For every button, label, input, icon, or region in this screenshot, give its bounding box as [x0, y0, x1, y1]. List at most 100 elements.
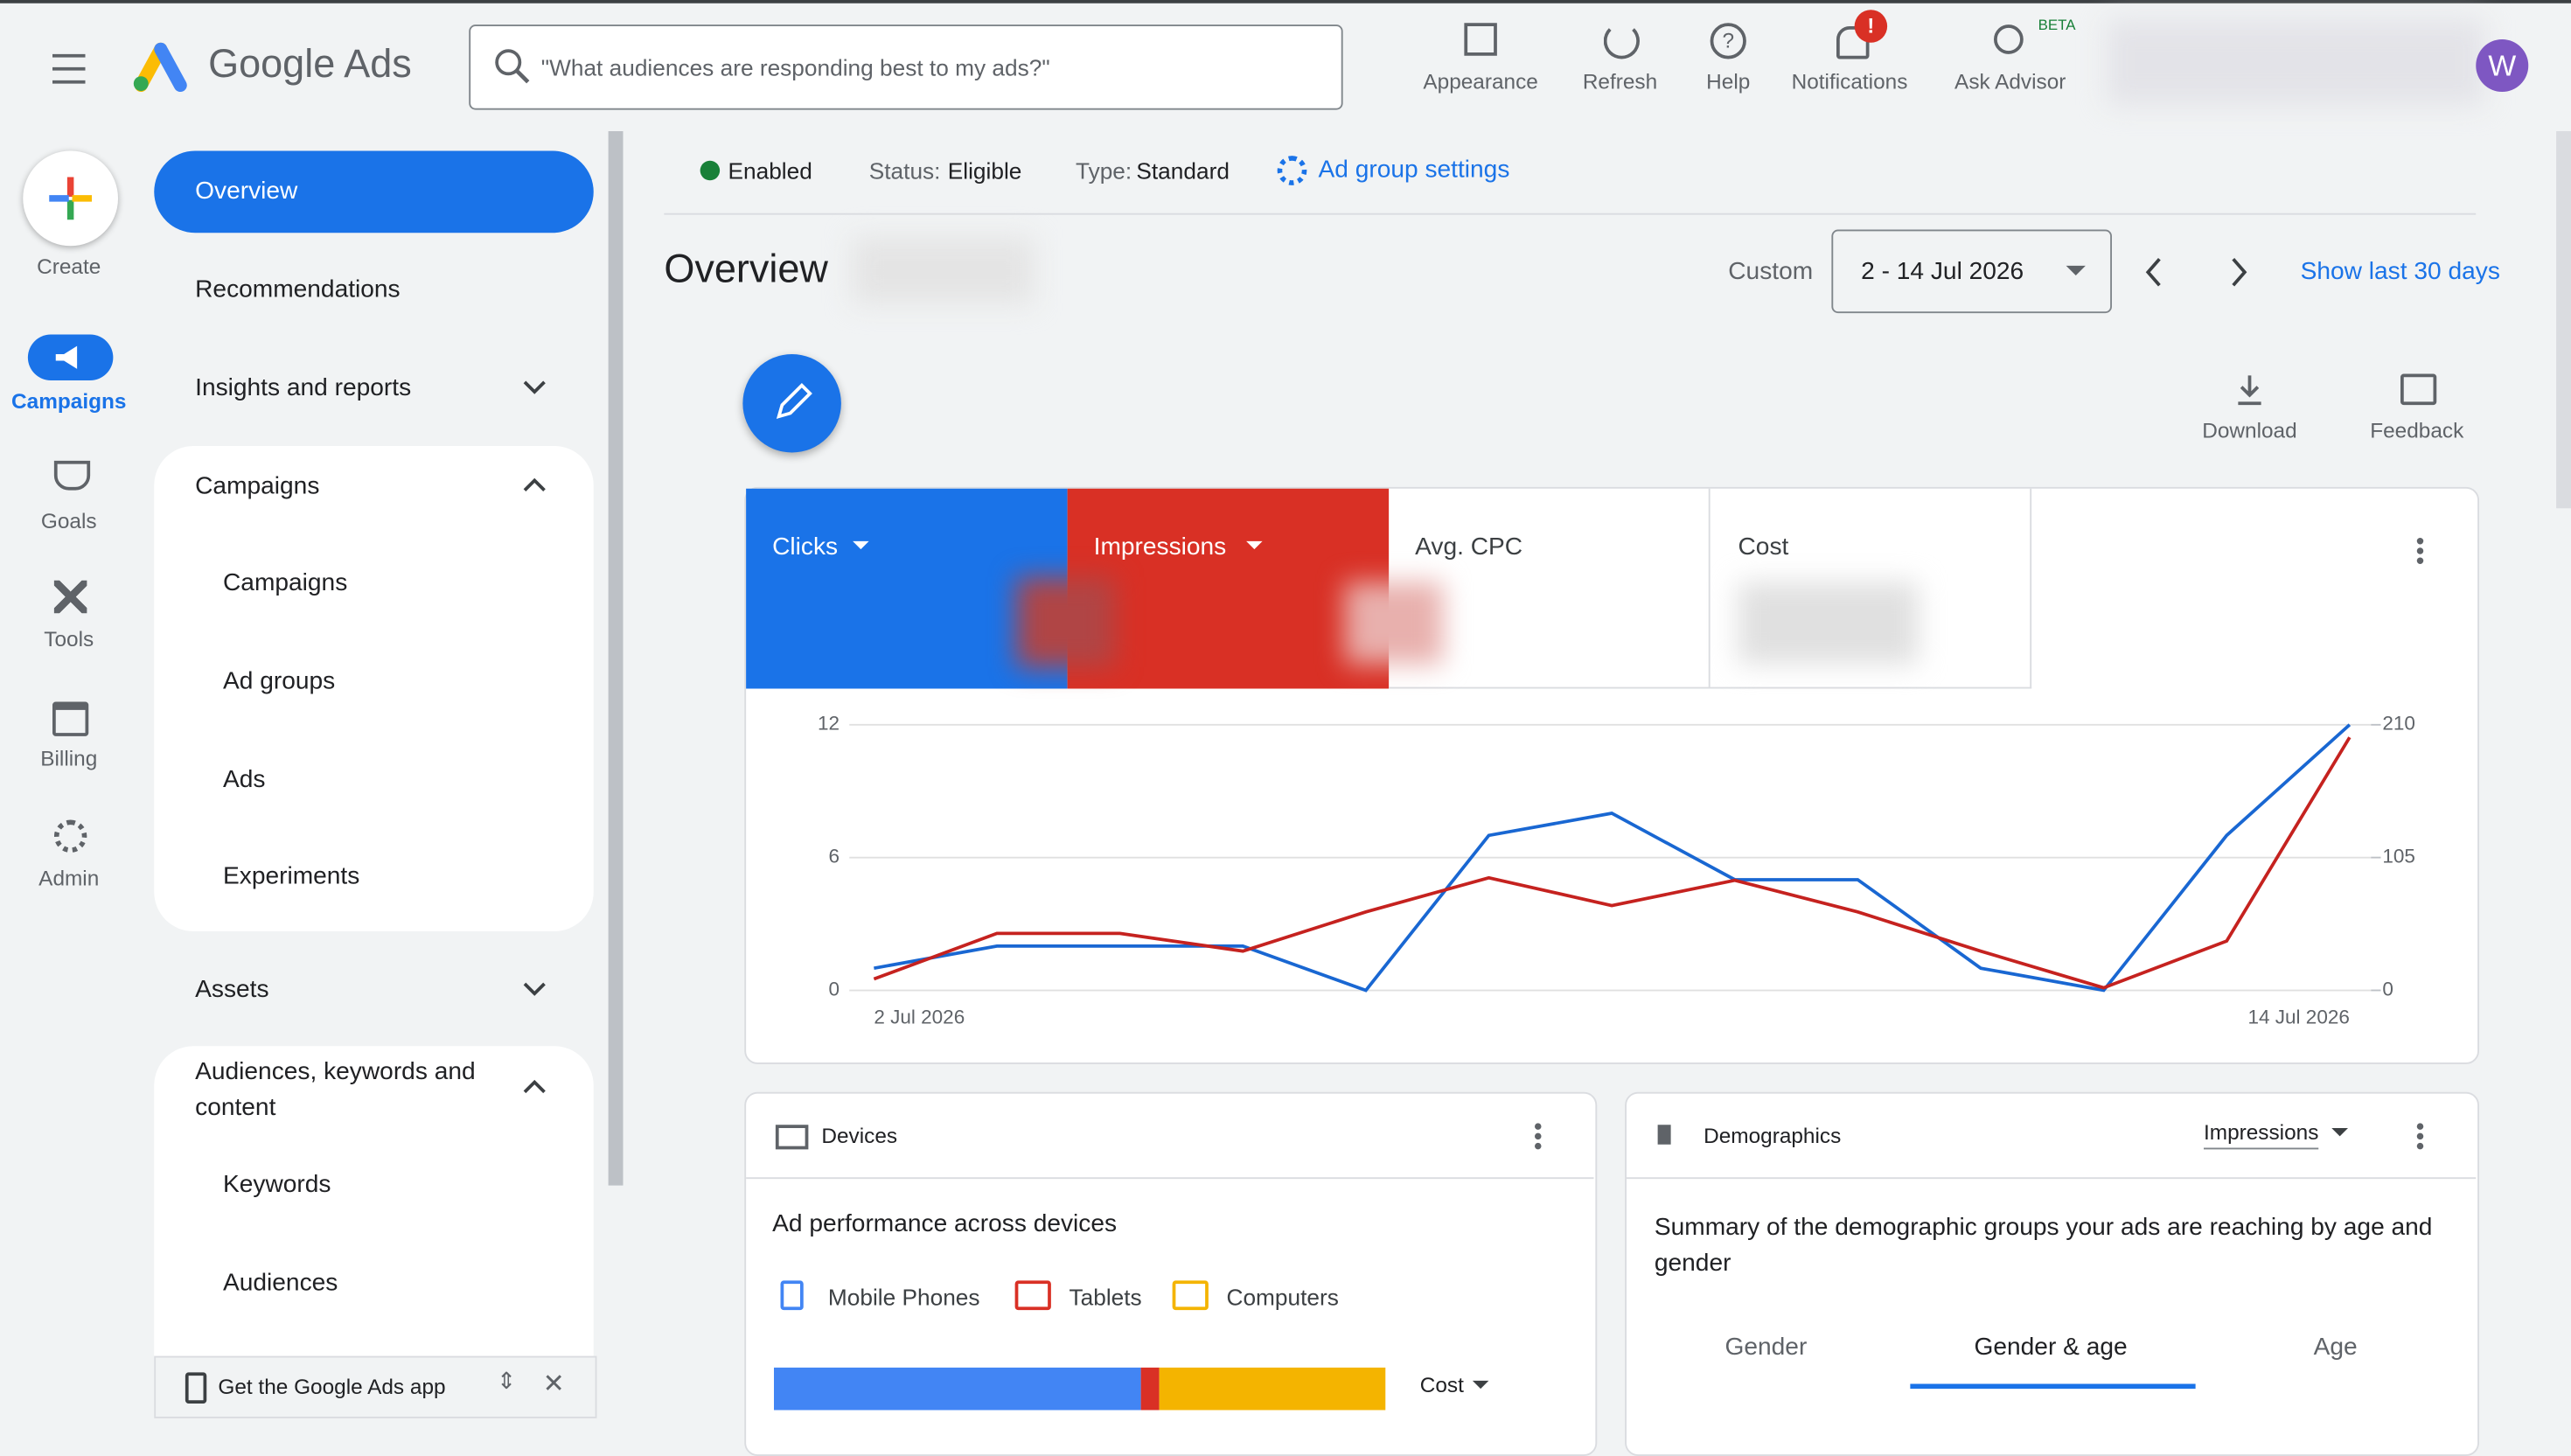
blurred-metric: [1344, 582, 1443, 665]
advisor-icon: [1994, 24, 2024, 54]
notifications[interactable]: Notifications: [1791, 68, 1908, 94]
bell-icon: [1836, 26, 1870, 59]
demographics-title: Demographics: [1704, 1123, 1842, 1148]
help[interactable]: Help: [1706, 68, 1751, 94]
show-last[interactable]: Show last 30 days: [2300, 257, 2500, 286]
rail-item[interactable]: Goals: [40, 508, 97, 533]
appearance[interactable]: Appearance: [1423, 68, 1538, 94]
refresh[interactable]: Refresh: [1582, 68, 1658, 94]
demo-tab[interactable]: Age: [2313, 1333, 2358, 1362]
y2-tick-label: 105: [2382, 846, 2415, 867]
device-share: [1159, 1367, 1386, 1411]
chevron: [523, 1079, 546, 1094]
logo: [133, 42, 187, 92]
metric-label[interactable]: Avg. CPC: [1415, 533, 1523, 561]
y-tick-label: 0: [828, 978, 840, 1000]
refresh-icon: [1603, 23, 1640, 59]
divider: [664, 212, 2477, 215]
blurred-metric: [1016, 577, 1115, 668]
download-icon: [2238, 375, 2261, 406]
nav-subitem[interactable]: Ad groups: [223, 667, 336, 695]
demographics-metric[interactable]: Impressions: [2204, 1120, 2319, 1150]
nav-subitem[interactable]: Ads: [223, 765, 266, 794]
rail-item[interactable]: Tools: [44, 626, 94, 651]
overview-title: Overview: [664, 247, 828, 292]
nav-group: [154, 1046, 594, 1375]
nav-subitem[interactable]: Experiments: [223, 862, 360, 891]
nav-item[interactable]: Overview: [195, 177, 298, 206]
devices-bar: [774, 1367, 1386, 1411]
date-range[interactable]: 2 - 14 Jul 2026: [1831, 229, 2112, 314]
device-share: [774, 1367, 1141, 1411]
demo-tab[interactable]: Gender & age: [1974, 1333, 2128, 1362]
nav-item[interactable]: Insights and reports: [195, 373, 412, 402]
search-icon: [495, 49, 530, 84]
date-arrows[interactable]: [2140, 254, 2254, 290]
metric-carets: [853, 540, 1263, 550]
edit-button[interactable]: [742, 354, 841, 453]
settings-icon: [1277, 156, 1307, 185]
y-tick-label: 12: [818, 713, 840, 735]
feedback[interactable]: Feedback: [2370, 418, 2464, 443]
campaigns-icon[interactable]: [27, 334, 114, 380]
nav-group: [154, 446, 594, 931]
app-banner[interactable]: Get the Google Ads app ⇕ ✕: [154, 1355, 597, 1418]
demo-tab-indicator: [1910, 1383, 2196, 1390]
rail-item[interactable]: Campaigns: [11, 388, 127, 414]
metric-label[interactable]: Impressions: [1093, 533, 1227, 561]
blurred-account: [2107, 19, 2484, 105]
legend-label: Tablets: [1069, 1284, 1142, 1311]
nav-item[interactable]: Recommendations: [195, 275, 401, 303]
devices-metric[interactable]: Cost: [1419, 1372, 1464, 1397]
appearance-icon: [1464, 23, 1497, 56]
nav-item[interactable]: Assets: [195, 975, 269, 1004]
nav-item[interactable]: Campaigns: [195, 472, 320, 500]
search-box[interactable]: "What audiences are responding best to m…: [469, 24, 1343, 110]
x-tick-label: 14 Jul 2026: [2248, 1006, 2350, 1028]
nav-subitem[interactable]: Campaigns: [223, 568, 348, 597]
help-icon: ?: [1710, 23, 1746, 59]
devices-icon: [775, 1125, 809, 1150]
type-label: Type:: [1076, 157, 1132, 184]
create-button[interactable]: [23, 150, 118, 247]
devices-subtitle: Ad performance across devices: [772, 1209, 1118, 1238]
notification-badge: !: [1854, 10, 1888, 43]
nav-subitem[interactable]: Audiences: [223, 1269, 338, 1298]
download[interactable]: Download: [2202, 418, 2297, 443]
legend-swatch: [780, 1280, 804, 1311]
status-value: Eligible: [947, 157, 1022, 184]
admin-icon: [53, 819, 87, 853]
metric-label[interactable]: Cost: [1738, 533, 1789, 561]
ask-advisor[interactable]: Ask Advisor: [1954, 68, 2066, 94]
metric-tabs: [1389, 488, 2032, 689]
devices-title: Devices: [821, 1123, 898, 1148]
menu-button[interactable]: [52, 53, 86, 84]
legend-swatch: [1014, 1280, 1051, 1311]
rail-item[interactable]: Billing: [40, 746, 98, 771]
enabled: Enabled: [728, 157, 812, 184]
ad-group-settings[interactable]: Ad group settings: [1318, 156, 1510, 184]
line-chart: 0 6 12 0 105 210 2 Jul 2026 14 Jul 2026: [818, 713, 2415, 1028]
nav-item[interactable]: Audiences, keywords and content: [195, 1057, 476, 1122]
nav-active[interactable]: [154, 150, 594, 233]
blurred-name: [853, 237, 1034, 303]
range-label: Custom: [1728, 257, 1814, 286]
demographics-icon: [1657, 1125, 1688, 1145]
nav-subitem[interactable]: Keywords: [223, 1170, 331, 1199]
rail-item[interactable]: Admin: [38, 866, 100, 891]
metric-tab[interactable]: [1067, 488, 1390, 689]
metric-tab[interactable]: [746, 488, 1068, 689]
nav-scrollbar: [608, 131, 624, 1186]
y2-tick-label: 210: [2382, 713, 2415, 735]
avatar[interactable]: W: [2476, 39, 2529, 92]
legend-label: Mobile Phones: [827, 1284, 980, 1311]
tools-icon: [53, 580, 87, 614]
goals-icon: [53, 460, 91, 491]
demographics-subtitle: Summary of the demographic groups your a…: [1654, 1213, 2433, 1278]
demo-tab[interactable]: Gender: [1724, 1333, 1808, 1362]
metric-label[interactable]: Clicks: [772, 533, 839, 561]
legend-label: Computers: [1226, 1284, 1339, 1311]
enabled-dot: [700, 160, 721, 181]
